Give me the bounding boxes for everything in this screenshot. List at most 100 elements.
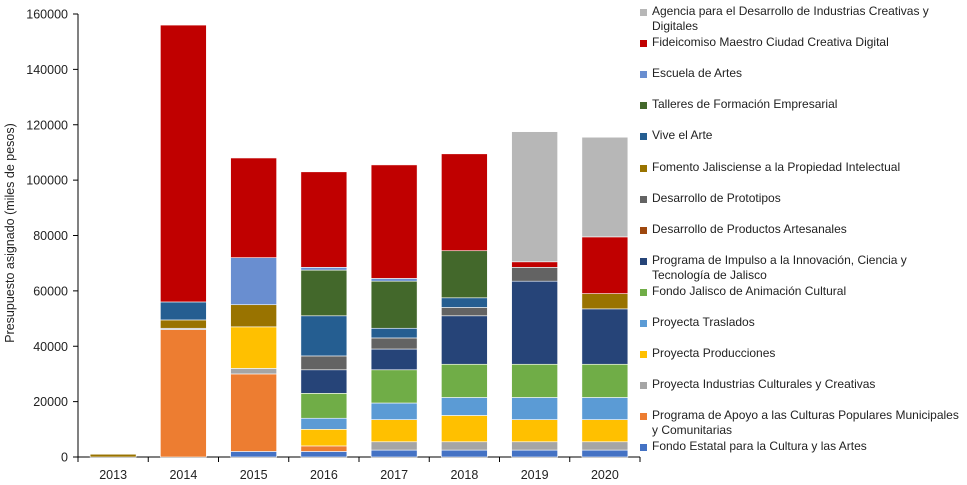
legend-item: Fondo Estatal para la Cultura y las Arte… xyxy=(640,439,965,454)
y-tick-label: 80000 xyxy=(33,229,68,243)
bar-segment xyxy=(230,373,277,452)
bar-segment xyxy=(441,297,488,308)
bar-segment xyxy=(300,369,348,394)
legend-item: Proyecta Producciones xyxy=(640,346,965,361)
legend-item: Fondo Jalisco de Animación Cultural xyxy=(640,284,965,299)
legend-label: Proyecta Traslados xyxy=(652,315,755,329)
legend-item: Proyecta Traslados xyxy=(640,315,965,330)
bar-segment xyxy=(300,315,348,357)
bar-segment xyxy=(581,136,629,238)
y-tick-label: 20000 xyxy=(33,395,68,409)
legend-label: Agencia para el Desarrollo de Industrias… xyxy=(652,4,929,33)
x-axis: 2013 2014 2015 2016 2017 2018 2019 2020 xyxy=(77,456,641,482)
y-tick-label: 120000 xyxy=(26,118,68,132)
bar-segment xyxy=(441,397,488,416)
bar-segment xyxy=(300,451,348,458)
bar-segment xyxy=(511,397,558,420)
legend-label: Escuela de Artes xyxy=(652,66,743,81)
legend-label: Programa de Impulso a la Innovación, Cie… xyxy=(652,252,907,282)
legend-swatch xyxy=(640,288,647,296)
bar-segment xyxy=(441,415,488,443)
bar-segment xyxy=(370,419,418,443)
legend-swatch xyxy=(640,102,647,110)
bars xyxy=(89,24,629,458)
x-tick-label: 2014 xyxy=(169,468,197,482)
bar-segment xyxy=(441,307,488,317)
bar-segment xyxy=(441,449,488,458)
legend-swatch xyxy=(640,71,647,79)
bar-segment xyxy=(511,449,558,458)
bar-segment xyxy=(581,441,629,451)
legend-label: Talleres de Formación Empresarial xyxy=(652,97,838,112)
bar-segment xyxy=(230,368,277,375)
bar-segment xyxy=(300,269,348,317)
y-axis-title: Presupuesto asignado (miles de pesos) xyxy=(3,123,17,343)
x-tick-label: 2015 xyxy=(240,468,268,482)
bar-segment xyxy=(300,445,348,452)
legend-item: Vive el Arte xyxy=(640,128,965,143)
legend-swatch xyxy=(640,133,647,141)
legend-item: Proyecta Industrias Culturales y Creativ… xyxy=(640,377,965,392)
legend-item: Desarrollo de Productos Artesanales xyxy=(640,222,965,237)
bar-segment xyxy=(581,397,629,420)
legend-swatch xyxy=(640,164,647,172)
bar-segment xyxy=(370,278,418,282)
x-tick-label: 2020 xyxy=(591,468,619,482)
bar-segment xyxy=(370,348,418,371)
bar-segment xyxy=(160,319,207,329)
x-tick-label: 2016 xyxy=(310,468,338,482)
bar-segment xyxy=(370,280,418,329)
legend-label: Vive el Arte xyxy=(652,128,713,143)
bar-segment xyxy=(441,250,488,299)
bar-segment xyxy=(581,449,629,458)
bar-segment xyxy=(300,417,348,430)
legend-swatch xyxy=(640,195,647,203)
legend-swatch xyxy=(640,382,647,390)
legend-label: Proyecta Industrias Culturales y Creativ… xyxy=(652,377,876,392)
bar-segment xyxy=(581,293,629,310)
legend-item: Agencia para el Desarrollo de Industrias… xyxy=(640,4,965,34)
bar-segment xyxy=(370,369,418,404)
bar-segment xyxy=(511,131,558,263)
x-tick-label: 2018 xyxy=(450,468,478,482)
legend-label: Fomento Jalisciense a la Propiedad Intel… xyxy=(652,159,901,174)
bar-segment xyxy=(300,355,348,371)
legend-item: Talleres de Formación Empresarial xyxy=(640,97,965,112)
bar-segment xyxy=(300,267,348,271)
bar-segment xyxy=(441,441,488,451)
bar-segment xyxy=(160,24,207,303)
legend-item: Fideicomiso Maestro Ciudad Creativa Digi… xyxy=(640,35,965,50)
bar-segment xyxy=(581,308,629,365)
bar-segment xyxy=(300,429,348,447)
bar-segment xyxy=(230,451,277,458)
y-tick-label: 140000 xyxy=(26,63,68,77)
bar-segment xyxy=(300,393,348,419)
legend-swatch xyxy=(640,40,647,48)
legend-label: Programa de Apoyo a las Culturas Popular… xyxy=(652,408,959,438)
bar-segment xyxy=(89,453,137,458)
bar-segment xyxy=(160,301,207,321)
bar-segment xyxy=(581,236,629,294)
legend-label: Desarrollo de Prototipos xyxy=(652,190,781,205)
x-tick-label: 2019 xyxy=(521,468,549,482)
legend-swatch xyxy=(640,320,647,327)
bar-segment xyxy=(511,280,558,365)
legend-item: Programa de Impulso a la Innovación, Cie… xyxy=(640,253,965,283)
legend-swatch xyxy=(640,351,647,359)
bar-segment xyxy=(160,329,207,458)
legend-label: Fondo Estatal para la Cultura y las Arte… xyxy=(652,439,867,454)
bar-segment xyxy=(511,363,558,398)
bar-segment xyxy=(370,402,418,420)
legend-swatch xyxy=(640,226,647,234)
bar-segment xyxy=(511,267,558,282)
bar-segment xyxy=(581,419,629,443)
legend-item: Fomento Jalisciense a la Propiedad Intel… xyxy=(640,160,965,175)
legend-label: Fideicomiso Maestro Ciudad Creativa Digi… xyxy=(652,35,889,50)
legend-item: Desarrollo de Prototipos xyxy=(640,191,965,206)
y-tick-label: 0 xyxy=(61,451,68,465)
bar-segment xyxy=(300,171,348,268)
legend-swatch xyxy=(640,413,647,421)
bar-segment xyxy=(370,327,418,339)
legend-label: Fondo Jalisco de Animación Cultural xyxy=(652,283,847,298)
bar-segment xyxy=(441,153,488,252)
